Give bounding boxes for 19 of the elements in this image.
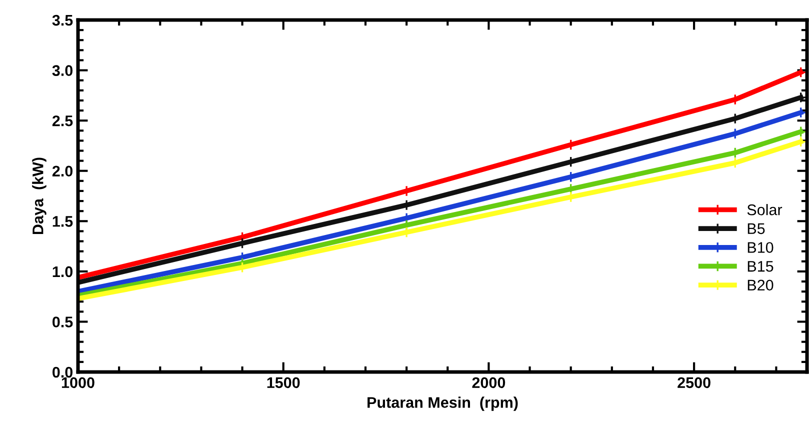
y-tick-label: 1.5 xyxy=(52,216,73,227)
y-tick-label: 2.5 xyxy=(52,115,73,126)
legend-label: B20 xyxy=(748,280,774,291)
legend-label: Solar xyxy=(747,204,782,216)
x-tick-label: 1500 xyxy=(267,377,300,388)
y-tick-label: 3.5 xyxy=(52,14,73,26)
y-tick-label: 1.0 xyxy=(52,266,73,278)
y-axis-title: Daya (kW) xyxy=(32,158,46,234)
legend-label: B10 xyxy=(748,242,774,253)
x-tick-label: 2000 xyxy=(472,377,506,388)
x-axis-title: Putaran Mesin (rpm) xyxy=(368,396,518,411)
y-tick-label: 0.0 xyxy=(52,366,73,378)
y-tick-label: 3.0 xyxy=(52,65,73,76)
x-tick-label: 1000 xyxy=(62,377,94,388)
legend-label: B5 xyxy=(748,223,765,234)
x-tick-label: 2500 xyxy=(678,377,710,388)
y-tick-label: 2.0 xyxy=(52,166,73,177)
y-tick-label: 0.5 xyxy=(52,316,73,328)
legend-label: B15 xyxy=(748,261,774,272)
